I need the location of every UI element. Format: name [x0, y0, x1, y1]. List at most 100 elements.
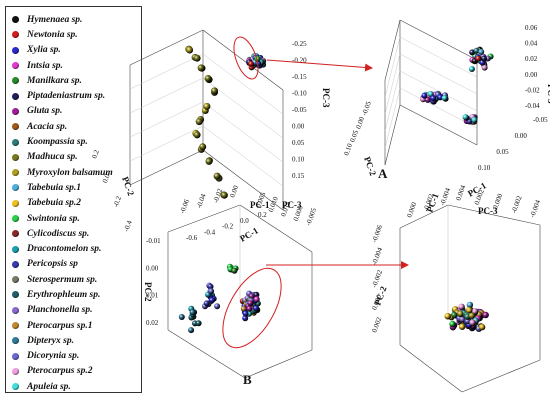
tick-label: -0.2: [112, 195, 123, 209]
grid-line: [202, 53, 284, 115]
z-axis-title: PC-3: [282, 200, 302, 210]
data-point: [186, 46, 194, 54]
tick-label: 0.10: [292, 156, 305, 164]
point-cloud: [202, 282, 221, 310]
data-point: [481, 55, 488, 62]
tick-label: 0.000: [405, 201, 418, 219]
legend-item: Intsia sp.: [12, 58, 141, 73]
tick-label: -0.6: [186, 234, 198, 242]
axis-line: [399, 19, 478, 61]
legend-marker: [12, 306, 19, 314]
y-axis-title: PC-2: [362, 155, 378, 177]
legend-marker: [12, 276, 19, 284]
tick-label: -0.2: [222, 223, 234, 231]
data-point: [188, 327, 195, 334]
tick-label: 0.00: [525, 71, 538, 79]
tick-label: 0.04: [525, 40, 538, 48]
legend-label: Hymenaea sp.: [27, 14, 83, 25]
legend-marker: [12, 46, 19, 54]
point-cloud: [220, 191, 228, 199]
legend-label: Planchonella sp.: [27, 305, 93, 316]
legend-marker: [12, 31, 19, 39]
data-point: [208, 288, 215, 295]
legend-marker: [12, 260, 19, 268]
legend-marker: [12, 199, 19, 207]
data-point: [475, 55, 482, 62]
point-cloud: [201, 102, 211, 114]
data-point: [248, 60, 255, 67]
data-point: [253, 296, 260, 303]
tick-label: 0.00: [146, 264, 159, 272]
legend-item: Manilkara sp.: [12, 73, 141, 88]
axis-line: [129, 149, 204, 186]
tick-label: -0.05: [292, 106, 307, 114]
tick-label: 0.01: [146, 292, 159, 300]
grid-line: [384, 36, 401, 98]
data-point: [449, 320, 456, 328]
legend-item: Myroxylon balsamum: [12, 165, 141, 180]
x-axis-title: PC-1: [250, 200, 270, 210]
legend-marker: [12, 123, 19, 131]
tick-label: -0.006: [370, 223, 384, 243]
axis-line: [399, 204, 449, 229]
data-point: [197, 64, 205, 72]
tick-label: -0.10: [292, 90, 307, 98]
tick-label: 0.06: [525, 24, 538, 32]
legend-marker: [12, 291, 19, 299]
legend-item: Newtonia sp.: [12, 27, 141, 42]
data-point: [199, 143, 207, 151]
tick-label: 0.15: [292, 172, 305, 180]
tick-label: -0.05: [533, 116, 548, 124]
data-point: [213, 172, 221, 180]
species-legend: Hymenaea sp. Newtonia sp. Xylia sp. Intsia …: [5, 6, 142, 393]
legend-marker: [12, 184, 19, 192]
axis-line: [167, 204, 241, 233]
data-point: [195, 118, 203, 126]
legend-item: Acacia sp.: [12, 119, 141, 134]
legend-item: Swintonia sp.: [12, 211, 141, 226]
data-point: [195, 320, 202, 327]
legend-label: Manilkara sp.: [27, 75, 82, 86]
point-cloud: [462, 113, 478, 125]
axis-line: [399, 344, 463, 393]
grid-line: [129, 53, 204, 90]
data-point: [478, 48, 485, 55]
tick-label: 0.0: [101, 173, 112, 184]
grid-line: [384, 87, 401, 149]
legend-item: Tabebuia sp.1: [12, 180, 141, 195]
tick-label: 0.00: [228, 184, 240, 199]
tick-label: 0.05: [348, 129, 360, 144]
grid-line: [202, 101, 284, 163]
highlight-ellipse: [233, 36, 259, 80]
data-point: [462, 114, 469, 121]
legend-label: Pericopsis sp: [27, 259, 78, 270]
grid-line: [202, 77, 284, 139]
tick-label: -0.15: [292, 73, 307, 81]
tick-label: -0.25: [292, 40, 307, 48]
legend-label: Intsia sp.: [27, 60, 63, 71]
tick-label: 0.05: [496, 148, 509, 156]
legend-marker: [12, 383, 19, 391]
z-axis-title: PC-3: [546, 84, 550, 104]
legend-label: Cylicodiscus sp.: [27, 228, 90, 239]
legend-item: Pterocarpus sp.1: [12, 318, 141, 333]
tick-label: 0.10: [342, 142, 354, 157]
legend-marker: [12, 138, 19, 146]
data-point: [444, 313, 451, 320]
axis-line: [244, 349, 313, 379]
z-axis-title: PC-3: [321, 88, 331, 108]
tick-label: -0.02: [525, 86, 540, 94]
data-point: [211, 87, 218, 95]
legend-item: Dicorynia sp.: [12, 349, 141, 364]
legend-marker: [12, 337, 19, 345]
grid-line: [202, 125, 284, 187]
tick-label: 0.10: [478, 164, 491, 172]
axis-line: [399, 104, 478, 146]
tick-label: 0.2: [258, 211, 267, 219]
legend-label: Dicorynia sp.: [27, 351, 80, 362]
data-point: [457, 310, 464, 317]
data-point: [255, 60, 262, 67]
legend-label: Piptadeniastrum sp.: [27, 91, 106, 102]
axis-line: [384, 19, 401, 81]
